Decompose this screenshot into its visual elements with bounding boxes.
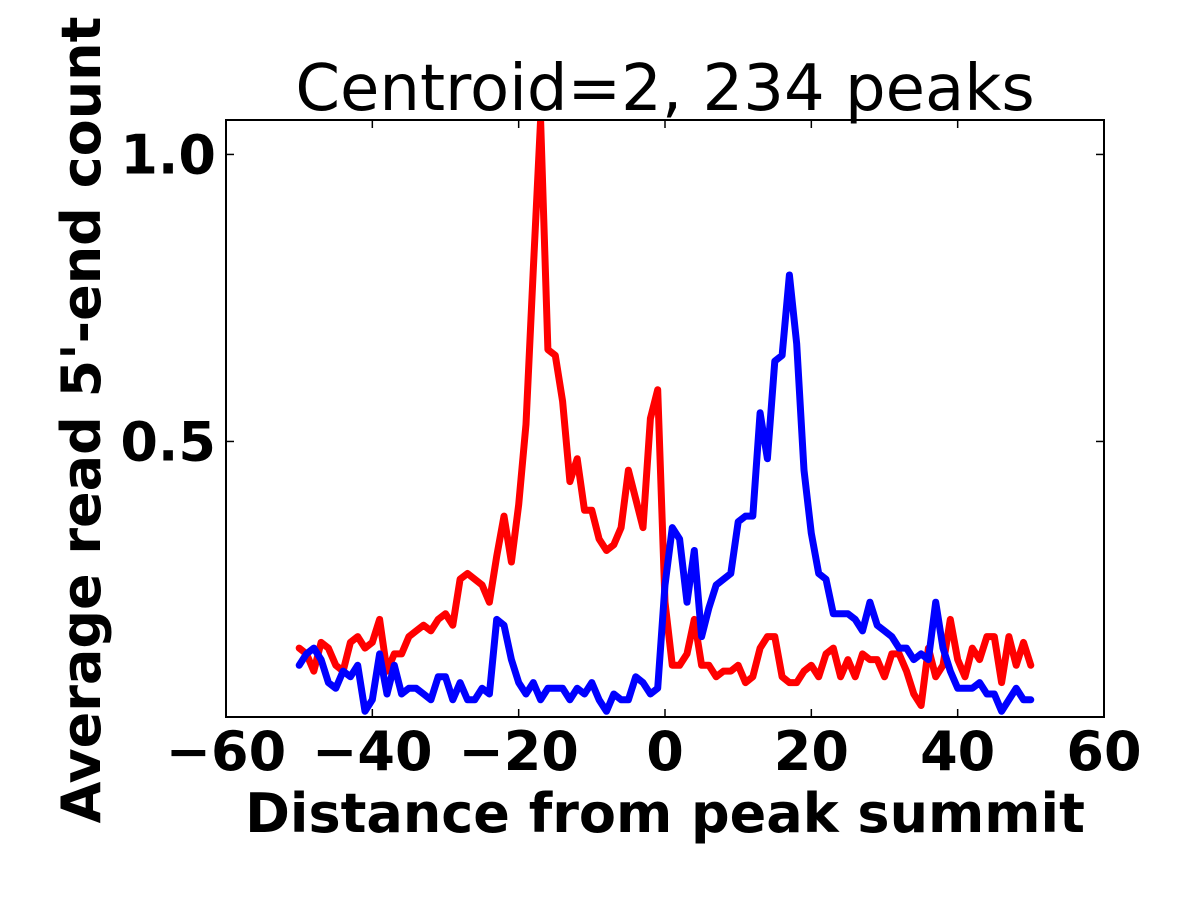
x-axis-label: Distance from peak summit [245, 782, 1085, 845]
x-tick-label: 60 [1066, 720, 1141, 783]
series-layer [295, 120, 1035, 715]
x-tick-label: 0 [646, 720, 684, 783]
chart-title: Centroid=2, 234 peaks [295, 52, 1034, 126]
x-tick-label: −60 [166, 720, 286, 783]
y-tick-label: 0.5 [120, 410, 216, 473]
x-tick-label: −20 [458, 720, 578, 783]
y-axis-ticks: 0.5 1.0 [120, 123, 1104, 473]
x-tick-label: 20 [774, 720, 849, 783]
y-axis-label: Average read 5'-end count [50, 17, 113, 824]
series-line-reverse [295, 271, 1035, 715]
y-tick-label: 1.0 [120, 123, 216, 186]
x-axis-ticks: −60 −40 −20 0 20 40 60 [166, 120, 1142, 783]
x-tick-label: −40 [312, 720, 432, 783]
x-tick-label: 40 [920, 720, 995, 783]
